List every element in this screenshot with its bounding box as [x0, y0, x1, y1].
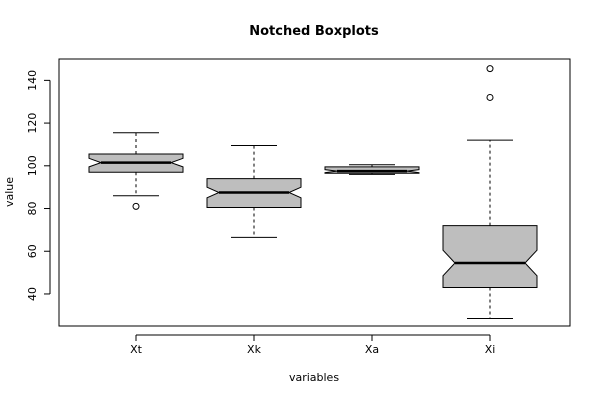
outlier-point: [132, 202, 140, 210]
y-tick-label: 120: [26, 113, 39, 134]
box-xt: [88, 132, 184, 210]
boxes: [88, 65, 538, 320]
box-xi: [442, 65, 538, 320]
box-xk: [206, 145, 302, 238]
x-tick-label: Xt: [130, 343, 143, 356]
y-tick-label: 80: [26, 202, 39, 216]
outlier-point: [486, 93, 494, 101]
x-tick-label: Xk: [247, 343, 262, 356]
y-axis-label: value: [3, 177, 16, 207]
plot-area: [58, 58, 571, 327]
y-tick-label: 140: [26, 70, 39, 91]
x-axis: Xt Xk Xa Xi: [130, 334, 496, 356]
box-xa: [324, 164, 420, 175]
y-tick-label: 40: [26, 287, 39, 301]
x-axis-label: variables: [289, 371, 339, 384]
x-tick-label: Xi: [485, 343, 496, 356]
chart-title: Notched Boxplots: [249, 24, 379, 39]
y-tick-label: 100: [26, 155, 39, 176]
y-axis: 40 60 80 100 120 140: [26, 70, 51, 301]
notched-box: [442, 225, 538, 289]
x-tick-label: Xa: [365, 343, 379, 356]
y-tick-label: 60: [26, 244, 39, 258]
outlier-point: [486, 65, 494, 73]
